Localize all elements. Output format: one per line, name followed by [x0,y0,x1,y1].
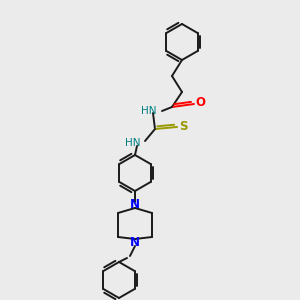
Text: N: N [130,236,140,248]
Text: N: N [130,199,140,212]
Text: HN: HN [142,106,157,116]
Text: HN: HN [124,138,140,148]
Text: S: S [179,121,187,134]
Text: O: O [195,97,205,110]
